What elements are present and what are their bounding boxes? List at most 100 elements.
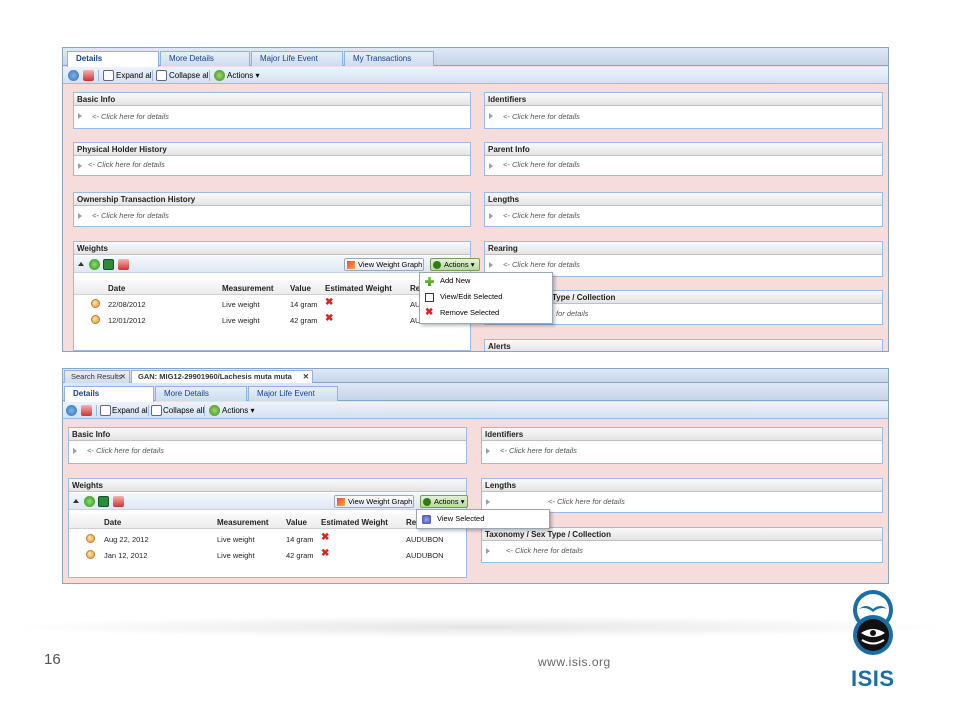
collapse-arrow-icon[interactable] bbox=[73, 499, 79, 503]
excel-icon[interactable] bbox=[98, 496, 109, 507]
expand-arrow-icon[interactable] bbox=[489, 213, 493, 219]
click-hint[interactable]: <- Click here for details bbox=[503, 211, 580, 220]
actions-menu-button[interactable]: Actions ▾ bbox=[227, 71, 260, 80]
view-weight-graph-button[interactable]: View Weight Graph bbox=[344, 258, 424, 271]
expand-arrow-icon[interactable] bbox=[78, 213, 82, 219]
rearing-panel: Rearing <- Click here for details bbox=[484, 241, 883, 277]
expand-arrow-icon[interactable] bbox=[486, 499, 490, 505]
expand-arrow-icon[interactable] bbox=[78, 163, 82, 169]
tab-my-transactions[interactable]: My Transactions bbox=[344, 51, 434, 66]
click-hint[interactable]: <- Click here for details bbox=[548, 497, 625, 506]
weights-actions-menu: View Selected bbox=[416, 509, 550, 529]
click-hint[interactable]: for details bbox=[556, 309, 589, 318]
expand-arrow-icon[interactable] bbox=[78, 113, 82, 119]
footer-url[interactable]: www.isis.org bbox=[538, 655, 611, 669]
weights-panel: Weights View Weight Graph Actions ▾ Date… bbox=[68, 478, 468, 578]
expand-arrow-icon[interactable] bbox=[489, 113, 493, 119]
col-value[interactable]: Value bbox=[286, 518, 307, 527]
expand-arrow-icon[interactable] bbox=[73, 448, 77, 454]
panel-title: Basic Info bbox=[74, 93, 470, 106]
click-hint[interactable]: <- Click here for details bbox=[92, 112, 169, 121]
animal-face-icon bbox=[86, 550, 95, 559]
click-hint[interactable]: <- Click here for details bbox=[503, 260, 580, 269]
table-row[interactable]: Jan 12, 2012 Live weight 42 gram ✖ AUDUB… bbox=[69, 547, 466, 563]
col-estimated-weight[interactable]: Estimated Weight bbox=[321, 518, 388, 527]
pin-icon[interactable] bbox=[113, 496, 124, 507]
view-weight-graph-button[interactable]: View Weight Graph bbox=[334, 495, 414, 508]
refresh-icon[interactable] bbox=[66, 405, 77, 416]
actions-menu-button[interactable]: Actions ▾ bbox=[222, 406, 255, 415]
cell-measurement: Live weight bbox=[222, 300, 260, 309]
collapse-all-button[interactable]: Collapse all bbox=[169, 71, 211, 80]
col-measurement[interactable]: Measurement bbox=[217, 518, 269, 527]
col-estimated-weight[interactable]: Estimated Weight bbox=[325, 284, 392, 293]
expand-arrow-icon[interactable] bbox=[489, 163, 493, 169]
weights-actions-button[interactable]: Actions ▾ bbox=[420, 495, 468, 508]
collapse-all-button[interactable]: Collapse all bbox=[163, 406, 205, 415]
col-measurement[interactable]: Measurement bbox=[222, 284, 274, 293]
play-circle-icon bbox=[423, 498, 431, 506]
refresh-green-icon[interactable] bbox=[84, 496, 95, 507]
tab-more-details[interactable]: More Details bbox=[160, 51, 250, 66]
excel-icon[interactable] bbox=[103, 259, 114, 270]
tab-search-results[interactable]: Search Results ✕ bbox=[64, 370, 130, 383]
details-screen-1: Details More Details Major Life Event My… bbox=[62, 47, 889, 352]
refresh-icon[interactable] bbox=[68, 70, 79, 81]
red-x-icon: ✖ bbox=[325, 313, 334, 324]
menu-item-add-new[interactable]: Add New bbox=[420, 273, 552, 289]
pin-icon[interactable] bbox=[118, 259, 129, 270]
expand-arrow-icon[interactable] bbox=[489, 262, 493, 268]
pin-icon[interactable] bbox=[81, 405, 92, 416]
panel-title: Lengths bbox=[485, 193, 882, 206]
cell-measurement: Live weight bbox=[217, 551, 255, 560]
panel-title: Type / Collection bbox=[485, 291, 882, 304]
click-hint[interactable]: <- Click here for details bbox=[88, 160, 165, 169]
click-hint[interactable]: <- Click here for details bbox=[503, 160, 580, 169]
panel-title: Taxonomy / Sex Type / Collection bbox=[482, 528, 882, 541]
lengths-panel: Lengths <- Click here for details bbox=[484, 192, 883, 227]
parent-info-panel: Parent Info <- Click here for details bbox=[484, 142, 883, 176]
click-hint[interactable]: <- Click here for details bbox=[87, 446, 164, 455]
expand-all-button[interactable]: Expand all bbox=[112, 406, 150, 415]
table-row[interactable]: Aug 22, 2012 Live weight 14 gram ✖ AUDUB… bbox=[69, 531, 466, 547]
menu-item-remove-selected[interactable]: ✖ Remove Selected bbox=[425, 307, 500, 318]
collapse-arrow-icon[interactable] bbox=[78, 262, 84, 266]
tab-details[interactable]: Details bbox=[67, 51, 159, 67]
lengths-panel: Lengths <- Click here for details bbox=[481, 478, 883, 513]
click-hint[interactable]: <- Click here for details bbox=[503, 112, 580, 121]
expand-all-button[interactable]: Expand all bbox=[116, 71, 154, 80]
pin-icon[interactable] bbox=[83, 70, 94, 81]
col-value[interactable]: Value bbox=[290, 284, 311, 293]
cell-value: 42 gram bbox=[290, 316, 318, 325]
menu-item-view-edit-selected[interactable]: View/Edit Selected bbox=[420, 289, 552, 305]
table-row[interactable]: 12/01/2012 Live weight 42 gram ✖ AUD bbox=[74, 312, 470, 328]
refresh-green-icon[interactable] bbox=[89, 259, 100, 270]
tab-gan-record[interactable]: GAN: MIG12-29901960/Lachesis muta muta ✕ bbox=[131, 370, 313, 383]
table-row[interactable]: 22/08/2012 Live weight 14 gram ✖ AUD bbox=[74, 296, 470, 312]
cell-value: 14 gram bbox=[286, 535, 314, 544]
tab-major-life-event[interactable]: Major Life Event bbox=[248, 386, 338, 401]
close-icon[interactable]: ✕ bbox=[119, 372, 126, 381]
click-hint[interactable]: <- Click here for details bbox=[92, 211, 169, 220]
panel-title: Identifiers bbox=[485, 93, 882, 106]
close-icon[interactable]: ✕ bbox=[302, 372, 309, 381]
menu-item-view-selected[interactable]: View Selected bbox=[417, 511, 549, 527]
expand-arrow-icon[interactable] bbox=[486, 448, 490, 454]
tab-more-details[interactable]: More Details bbox=[155, 386, 247, 401]
click-hint[interactable]: <- Click here for details bbox=[506, 546, 583, 555]
identifiers-panel: Identifiers <- Click here for details bbox=[484, 92, 883, 129]
col-reported-by[interactable]: Re bbox=[410, 284, 421, 293]
col-date[interactable]: Date bbox=[104, 518, 122, 527]
weights-actions-button[interactable]: Actions ▾ bbox=[430, 258, 480, 271]
details-screen-2: Search Results ✕ GAN: MIG12-29901960/Lach… bbox=[62, 368, 889, 584]
click-hint[interactable]: <- Click here for details bbox=[500, 446, 577, 455]
weights-toolbar: View Weight Graph Actions ▾ bbox=[69, 493, 468, 510]
group-tabbar: Search Results ✕ GAN: MIG12-29901960/Lach… bbox=[63, 369, 888, 383]
col-date[interactable]: Date bbox=[108, 284, 126, 293]
panel-title: Parent Info bbox=[485, 143, 882, 156]
tab-major-life-event[interactable]: Major Life Event bbox=[251, 51, 343, 66]
panel-title: Identifiers bbox=[482, 428, 882, 441]
tab-details[interactable]: Details bbox=[64, 386, 154, 402]
expand-arrow-icon[interactable] bbox=[486, 548, 490, 554]
panel-title: Lengths bbox=[482, 479, 882, 492]
